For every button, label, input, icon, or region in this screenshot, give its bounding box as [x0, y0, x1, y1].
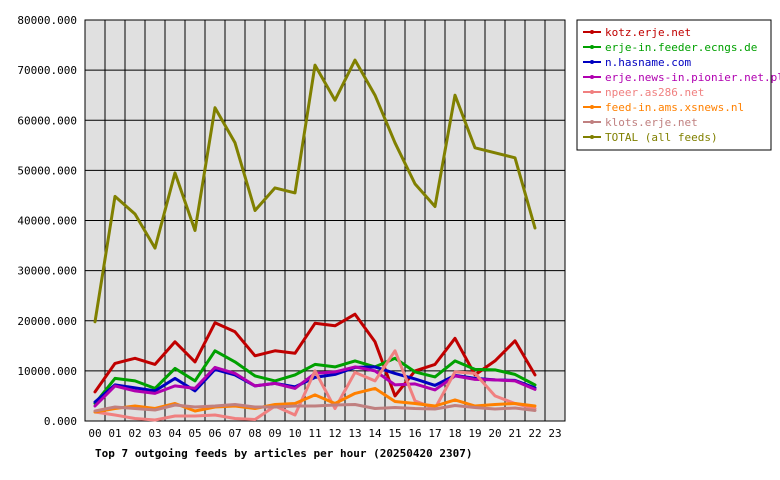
x-tick-label: 01 [108, 427, 121, 440]
series-lines [93, 58, 537, 422]
x-tick-label: 09 [268, 427, 281, 440]
x-tick-label: 21 [508, 427, 521, 440]
y-tick-label: 10000.000 [17, 365, 77, 378]
legend-label: kotz.erje.net [605, 26, 691, 39]
legend-label: feed-in.ams.xsnews.nl [605, 101, 744, 114]
y-tick-label: 50000.000 [17, 164, 77, 177]
x-tick-label: 11 [308, 427, 321, 440]
x-tick-label: 12 [328, 427, 341, 440]
x-tick-label: 06 [208, 427, 221, 440]
legend-marker [590, 135, 594, 139]
x-tick-label: 15 [388, 427, 401, 440]
y-tick-label: 30000.000 [17, 265, 77, 278]
y-tick-label: 40000.000 [17, 215, 77, 228]
legend-label: TOTAL (all feeds) [605, 131, 718, 144]
y-tick-label: 0.000 [44, 415, 77, 428]
legend-marker [590, 60, 594, 64]
x-tick-label: 18 [448, 427, 461, 440]
y-axis-ticks: 0.000 10000.000 20000.000 30000.000 40000.00… [17, 14, 77, 428]
legend-marker [590, 75, 594, 79]
legend-marker [590, 120, 594, 124]
x-tick-label: 10 [288, 427, 301, 440]
x-tick-label: 03 [148, 427, 161, 440]
legend-marker [590, 90, 594, 94]
x-tick-label: 20 [488, 427, 501, 440]
x-axis-ticks: 00 01 02 03 04 05 06 07 08 09 10 11 12 13 14 15 16 17 18 19… [88, 427, 561, 440]
y-tick-label: 60000.000 [17, 114, 77, 127]
x-tick-label: 13 [348, 427, 361, 440]
legend-label: n.hasname.com [605, 56, 691, 69]
series-line-5 [93, 349, 537, 422]
series-line-8 [93, 58, 537, 324]
legend-marker [590, 30, 594, 34]
chart-title: Top 7 outgoing feeds by articles per hou… [95, 447, 473, 460]
x-tick-label: 23 [548, 427, 561, 440]
x-tick-label: 00 [88, 427, 101, 440]
x-tick-label: 14 [368, 427, 382, 440]
x-tick-label: 02 [128, 427, 141, 440]
legend-label: erje.news-in.pionier.net.pl [605, 71, 780, 84]
legend-box [576, 19, 772, 151]
x-tick-label: 07 [228, 427, 241, 440]
legend-label: npeer.as286.net [605, 86, 704, 99]
legend-marker [590, 105, 594, 109]
x-tick-label: 08 [248, 427, 261, 440]
legend-label: klots.erje.net [605, 116, 698, 129]
grid [84, 19, 566, 422]
y-tick-label: 20000.000 [17, 315, 77, 328]
series-line-2 [93, 349, 537, 405]
x-tick-label: 22 [528, 427, 541, 440]
x-tick-label: 19 [468, 427, 481, 440]
legend: kotz.erje.net erje-in.feeder.ecngs.de n.ha… [576, 19, 780, 151]
y-tick-label: 80000.000 [17, 14, 77, 27]
series-line-1 [93, 312, 537, 398]
legend-marker [590, 45, 594, 49]
x-tick-label: 04 [168, 427, 182, 440]
x-tick-label: 17 [428, 427, 441, 440]
series-line-7 [93, 403, 537, 413]
y-tick-label: 70000.000 [17, 64, 77, 77]
legend-label: erje-in.feeder.ecngs.de [605, 41, 757, 54]
x-tick-label: 05 [188, 427, 201, 440]
x-tick-label: 16 [408, 427, 421, 440]
